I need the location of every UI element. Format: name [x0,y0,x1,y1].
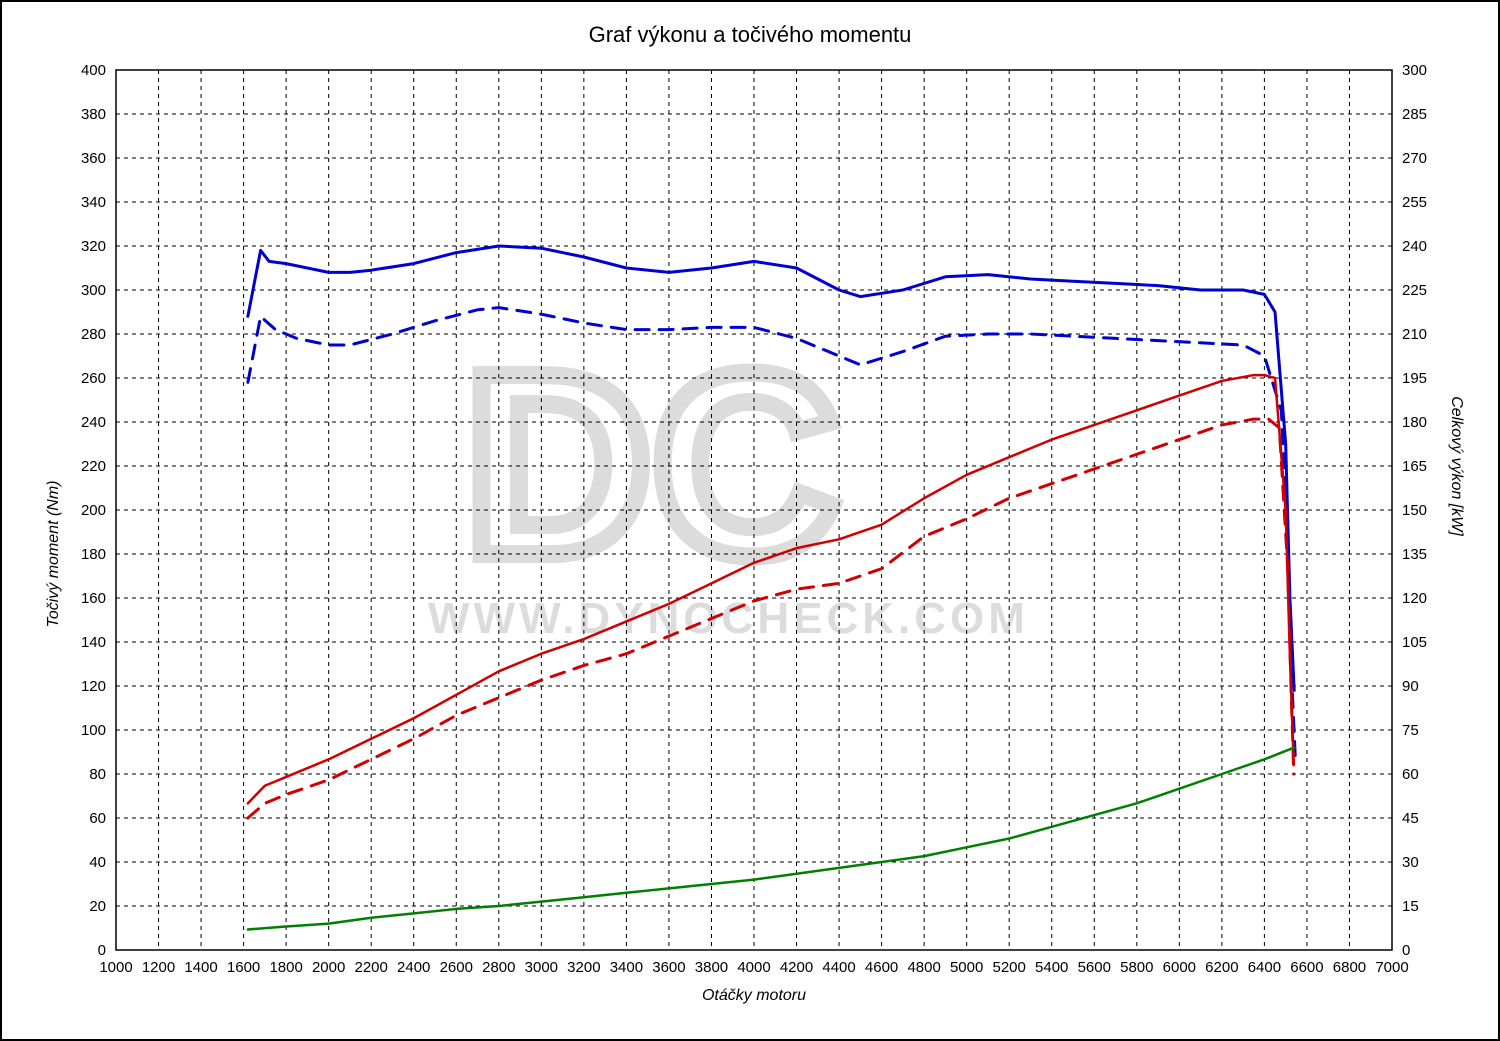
svg-text:285: 285 [1402,106,1427,123]
svg-text:6400: 6400 [1248,959,1281,976]
svg-text:120: 120 [81,678,106,695]
svg-text:340: 340 [81,194,106,211]
svg-text:2600: 2600 [440,959,473,976]
svg-text:7000: 7000 [1375,959,1408,976]
svg-text:225: 225 [1402,282,1427,299]
svg-text:195: 195 [1402,370,1427,387]
svg-text:Otáčky motoru: Otáčky motoru [702,987,806,1004]
svg-text:300: 300 [1402,62,1427,79]
svg-text:1000: 1000 [99,959,132,976]
svg-text:6600: 6600 [1290,959,1323,976]
svg-text:380: 380 [81,106,106,123]
svg-text:3800: 3800 [695,959,728,976]
svg-text:3600: 3600 [652,959,685,976]
svg-text:45: 45 [1402,810,1419,827]
svg-text:15: 15 [1402,898,1419,915]
svg-text:60: 60 [89,810,106,827]
svg-text:4400: 4400 [822,959,855,976]
svg-text:300: 300 [81,282,106,299]
svg-text:2400: 2400 [397,959,430,976]
svg-text:4200: 4200 [780,959,813,976]
svg-text:160: 160 [81,590,106,607]
svg-text:2200: 2200 [355,959,388,976]
svg-text:Celkový výkon [kW]: Celkový výkon [kW] [1448,396,1465,536]
svg-text:180: 180 [1402,414,1427,431]
svg-text:3400: 3400 [610,959,643,976]
svg-text:80: 80 [89,766,106,783]
svg-text:4600: 4600 [865,959,898,976]
svg-text:WWW.DYNOCHECK.COM: WWW.DYNOCHECK.COM [428,594,1029,643]
svg-text:DC: DC [464,320,840,610]
chart-title: Graf výkonu a točivého momentu [26,22,1474,48]
svg-text:3200: 3200 [567,959,600,976]
svg-text:5400: 5400 [1035,959,1068,976]
svg-text:30: 30 [1402,854,1419,871]
svg-text:270: 270 [1402,150,1427,167]
svg-text:360: 360 [81,150,106,167]
svg-text:Točivý moment (Nm): Točivý moment (Nm) [45,481,62,628]
svg-text:105: 105 [1402,634,1427,651]
svg-text:165: 165 [1402,458,1427,475]
svg-text:20: 20 [89,898,106,915]
svg-text:5600: 5600 [1078,959,1111,976]
svg-text:240: 240 [81,414,106,431]
svg-text:260: 260 [81,370,106,387]
svg-text:5200: 5200 [993,959,1026,976]
svg-text:100: 100 [81,722,106,739]
svg-text:0: 0 [98,942,106,959]
svg-text:5000: 5000 [950,959,983,976]
svg-text:400: 400 [81,62,106,79]
svg-text:40: 40 [89,854,106,871]
svg-text:90: 90 [1402,678,1419,695]
svg-text:320: 320 [81,238,106,255]
svg-text:2800: 2800 [482,959,515,976]
svg-text:75: 75 [1402,722,1419,739]
svg-text:120: 120 [1402,590,1427,607]
svg-text:280: 280 [81,326,106,343]
svg-text:6000: 6000 [1163,959,1196,976]
svg-text:140: 140 [81,634,106,651]
svg-text:150: 150 [1402,502,1427,519]
svg-text:220: 220 [81,458,106,475]
svg-text:5800: 5800 [1120,959,1153,976]
svg-text:60: 60 [1402,766,1419,783]
svg-text:4800: 4800 [907,959,940,976]
svg-text:0: 0 [1402,942,1410,959]
chart-svg: DCWWW.DYNOCHECK.COM100012001400160018002… [26,60,1474,1020]
svg-text:180: 180 [81,546,106,563]
svg-text:210: 210 [1402,326,1427,343]
svg-text:1400: 1400 [184,959,217,976]
svg-text:200: 200 [81,502,106,519]
svg-text:240: 240 [1402,238,1427,255]
chart-container: Graf výkonu a točivého momentu DCWWW.DYN… [0,0,1500,1041]
svg-text:1600: 1600 [227,959,260,976]
svg-text:3000: 3000 [525,959,558,976]
svg-text:6200: 6200 [1205,959,1238,976]
svg-text:1200: 1200 [142,959,175,976]
svg-text:6800: 6800 [1333,959,1366,976]
svg-text:255: 255 [1402,194,1427,211]
svg-text:4000: 4000 [737,959,770,976]
svg-text:135: 135 [1402,546,1427,563]
svg-text:1800: 1800 [269,959,302,976]
svg-text:2000: 2000 [312,959,345,976]
